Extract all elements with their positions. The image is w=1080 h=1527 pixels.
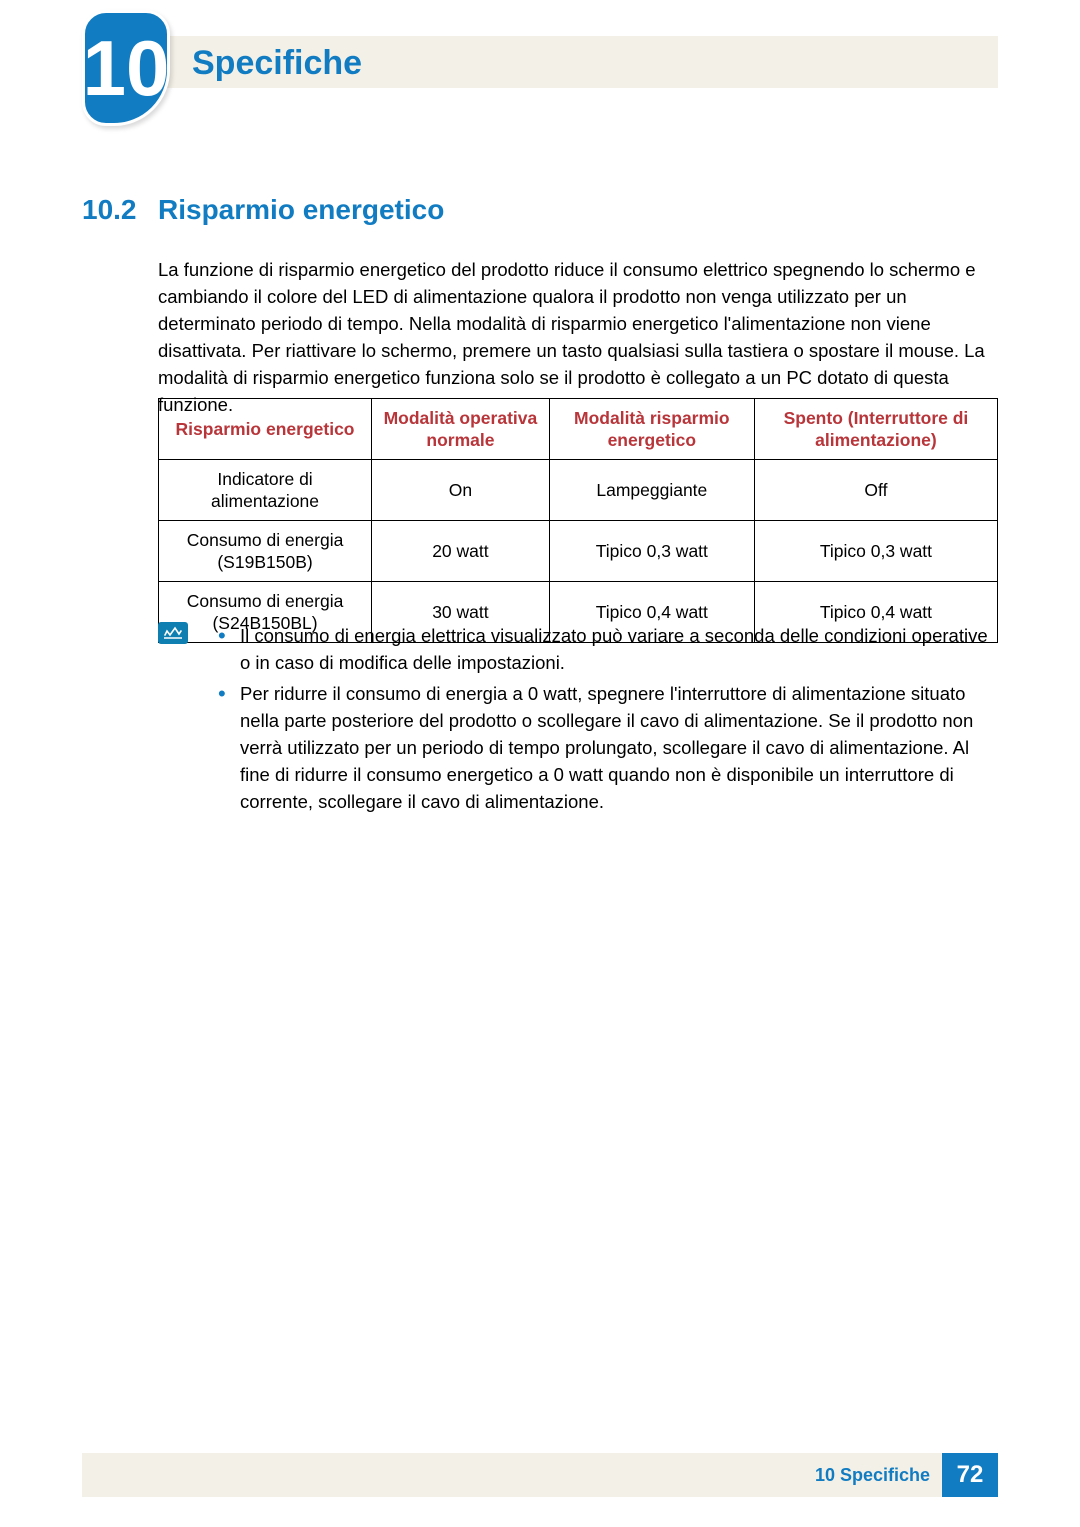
table-cell: Tipico 0,3 watt — [549, 521, 754, 582]
note-item: Il consumo di energia elettrica visualiz… — [214, 622, 998, 676]
table-row: Consumo di energia (S19B150B) 20 watt Ti… — [159, 521, 998, 582]
chapter-number: 10 — [83, 29, 170, 107]
table-cell: Lampeggiante — [549, 460, 754, 521]
footer-band: 10 Specifiche 72 — [82, 1453, 998, 1497]
table-cell: Indicatore di alimentazione — [159, 460, 372, 521]
intro-paragraph: La funzione di risparmio energetico del … — [158, 256, 998, 418]
section-title: Risparmio energetico — [158, 194, 444, 226]
table-header: Spento (Interruttore di alimentazione) — [754, 399, 997, 460]
table-header: Modalità risparmio energetico — [549, 399, 754, 460]
chapter-badge: 10 — [82, 10, 170, 126]
table-header: Modalità operativa normale — [372, 399, 550, 460]
note-item: Per ridurre il consumo di energia a 0 wa… — [214, 680, 998, 815]
table-cell: Off — [754, 460, 997, 521]
note-block: Il consumo di energia elettrica visualiz… — [158, 622, 998, 819]
spec-table: Risparmio energetico Modalità operativa … — [158, 398, 998, 643]
section-number: 10.2 — [82, 194, 137, 226]
table-cell: Consumo di energia (S19B150B) — [159, 521, 372, 582]
table-header: Risparmio energetico — [159, 399, 372, 460]
footer-label: 10 Specifiche — [815, 1465, 930, 1486]
table-cell: 20 watt — [372, 521, 550, 582]
chapter-title: Specifiche — [192, 44, 362, 83]
page-number: 72 — [942, 1453, 998, 1497]
note-icon — [158, 622, 188, 644]
table-row: Indicatore di alimentazione On Lampeggia… — [159, 460, 998, 521]
note-list: Il consumo di energia elettrica visualiz… — [214, 622, 998, 815]
table-header-row: Risparmio energetico Modalità operativa … — [159, 399, 998, 460]
table-cell: On — [372, 460, 550, 521]
table-cell: Tipico 0,3 watt — [754, 521, 997, 582]
